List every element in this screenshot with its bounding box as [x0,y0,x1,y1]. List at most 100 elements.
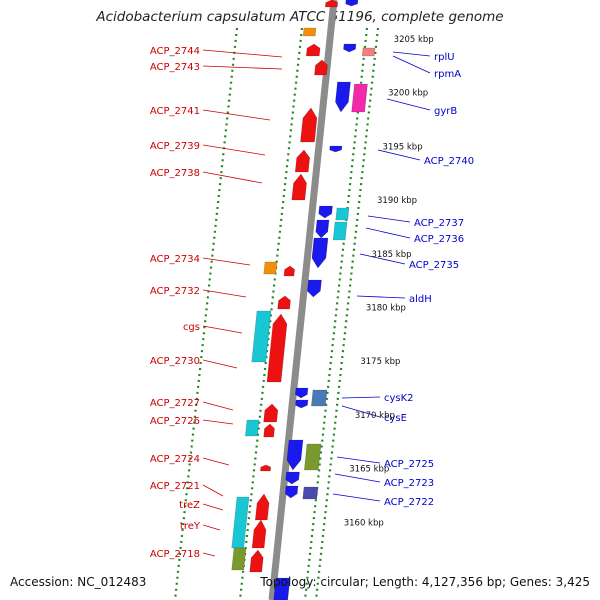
leader-acp-2744 [202,49,283,58]
gene-shape-acp-2743[interactable] [314,59,328,76]
gene-shape-acp-2725[interactable] [286,439,304,471]
gene-shape-cysk2[interactable] [311,389,328,407]
gene-shape-acp-2723[interactable] [285,471,300,485]
gene-shape-acp-2737[interactable] [335,207,350,221]
gene-features [231,0,376,600]
gene-label-rpma[interactable]: rpmA [434,69,461,80]
leader-cyse [341,405,381,418]
gene-shape-acp-2732[interactable] [277,295,291,310]
gene-label-acp-2725[interactable]: ACP_2725 [384,459,434,470]
gene-shape-aldh[interactable] [307,279,322,298]
gene-shape-acp-2723-b[interactable] [284,485,299,499]
gene-shape-top-a[interactable] [324,0,339,8]
gene-shape-acp-2718-b[interactable] [231,547,247,571]
gene-label-acp-2743[interactable]: ACP_2743 [150,62,200,73]
leader-acp-2727 [202,401,234,411]
scale-label-3: 3190 kbp [377,196,417,206]
scale-label-2: 3195 kbp [383,142,423,152]
leader-cysk2 [341,396,381,399]
leader-acp-2718 [202,552,216,557]
gene-shape-acp-2724[interactable] [260,464,272,472]
leader-acp-2741 [202,109,271,121]
gene-label-acp-2723[interactable]: ACP_2723 [384,478,434,489]
gene-shape-acp-2737-a[interactable] [318,205,333,219]
gene-shape-gyrb-a[interactable] [335,81,351,113]
gene-shape-acp-2738[interactable] [291,173,307,201]
gene-shape-acp-2741[interactable] [300,107,318,143]
leader-gyrb [386,98,431,111]
gene-label-trez[interactable]: treZ [179,500,200,511]
leader-rplu [392,51,431,57]
gene-shape-gyrb[interactable] [351,83,368,113]
gene-shape-trey[interactable] [251,519,267,549]
gene-shape-bottom[interactable] [273,577,291,600]
gene-shape-acp-2726-b[interactable] [263,423,275,438]
gene-shape-acp-2739[interactable] [294,149,311,173]
scale-label-0: 3205 kbp [394,35,434,45]
leader-aldh [356,295,406,299]
gene-label-trey[interactable]: treY [180,521,201,532]
gene-label-cgs[interactable]: cgs [183,322,200,333]
scale-label-8: 3165 kbp [349,465,389,475]
gene-shape-acp-2727[interactable] [263,403,279,423]
leader-acp-2724 [202,457,230,466]
gene-shape-cgs[interactable] [251,310,272,363]
gene-label-acp-2734[interactable]: ACP_2734 [150,254,200,265]
leader-acp-2739 [202,144,266,156]
gene-shape-top-b[interactable] [302,27,317,37]
gene-shape-rpma[interactable] [361,47,376,57]
gene-label-acp-2724[interactable]: ACP_2724 [150,454,200,465]
gene-label-acp-2739[interactable]: ACP_2739 [150,141,200,152]
gene-label-acp-2718[interactable]: ACP_2718 [150,549,200,560]
gene-label-acp-2736[interactable]: ACP_2736 [414,234,464,245]
gene-label-cyse[interactable]: cysE [384,413,407,424]
leader-acp-2722 [332,493,381,502]
gene-label-acp-2727[interactable]: ACP_2727 [150,398,200,409]
gene-shape-acp-2730[interactable] [266,313,288,383]
gene-shape-acp-2722[interactable] [302,486,319,500]
gene-label-acp-2738[interactable]: ACP_2738 [150,168,200,179]
leader-acp-2735 [359,253,406,265]
scale-labels: 3205 kbp 3200 kbp 3195 kbp 3190 kbp 3185 kbp… [344,35,434,528]
gene-shape-rplu[interactable] [343,43,357,53]
gene-shape-acp-2726[interactable] [245,419,260,437]
gene-label-rplu[interactable]: rplU [434,52,455,63]
gene-label-acp-2732[interactable]: ACP_2732 [150,286,200,297]
leader-acp-2737 [367,215,411,223]
gene-labels: ACP_2744 ACP_2743 ACP_2741 ACP_2739 ACP_2738… [150,46,474,560]
gene-label-acp-2737[interactable]: ACP_2737 [414,218,464,229]
gene-shape-acp-2725-b[interactable] [303,443,322,471]
gene-label-acp-2730[interactable]: ACP_2730 [150,356,200,367]
gene-label-acp-2744[interactable]: ACP_2744 [150,46,200,57]
gene-shape-trez[interactable] [231,496,250,549]
dotted-track-guides [173,27,380,600]
gene-shape-cyse[interactable] [295,399,309,409]
gene-shape-cysk2-a[interactable] [295,387,309,399]
scale-label-9: 3160 kbp [344,518,384,528]
leader-trez [202,503,224,511]
gene-label-acp-2740[interactable]: ACP_2740 [424,156,474,167]
gene-shape-acp-2721[interactable] [254,493,270,521]
scale-label-1: 3200 kbp [388,89,428,99]
gene-label-acp-2722[interactable]: ACP_2722 [384,497,434,508]
gene-shape-acp-2736-a[interactable] [315,219,330,239]
gene-shape-acp-2736[interactable] [332,221,348,241]
gene-label-acp-2726[interactable]: ACP_2726 [150,416,200,427]
gene-shape-acp-2735[interactable] [311,237,329,269]
gene-label-acp-2741[interactable]: ACP_2741 [150,106,200,117]
genome-summary: Topology: circular; Length: 4,127,356 bp… [260,575,590,589]
gene-label-gyrb[interactable]: gyrB [434,106,457,117]
gene-shape-acp-2740[interactable] [329,145,343,153]
gene-shape-top-c[interactable] [345,0,359,7]
gene-label-acp-2735[interactable]: ACP_2735 [409,260,459,271]
gene-shape-acp-2734-b[interactable] [283,265,295,277]
gene-label-aldh[interactable]: aldH [409,294,432,305]
gene-label-acp-2721[interactable]: ACP_2721 [150,481,200,492]
gene-shape-acp-2718[interactable] [249,549,264,573]
gene-shape-acp-2734-a[interactable] [263,261,278,275]
scale-label-5: 3180 kbp [366,304,406,314]
gene-shape-acp-2744[interactable] [305,43,321,57]
gene-label-cysk2[interactable]: cysK2 [384,393,414,404]
